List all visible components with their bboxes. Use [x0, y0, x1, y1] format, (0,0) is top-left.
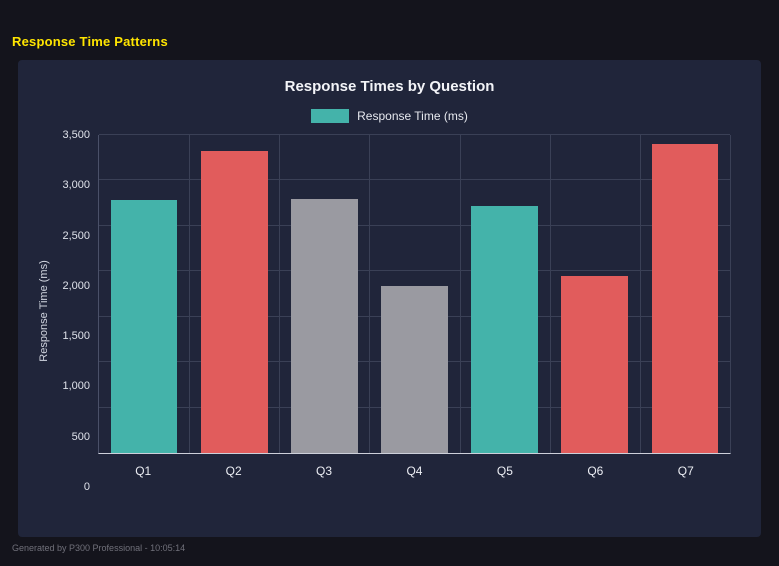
bar-q7[interactable] — [651, 144, 719, 454]
x-tick-label-q3: Q3 — [316, 463, 333, 478]
x-axis-labels: Q1 Q2 Q3 Q4 Q5 Q6 Q7 — [98, 454, 731, 487]
x-tick-label-q7: Q7 — [677, 463, 694, 478]
y-axis-title: Response Time (ms) — [38, 260, 50, 362]
x-tick-label-q6: Q6 — [587, 463, 604, 478]
y-axis-label-column: Response Time (ms) — [34, 135, 54, 487]
y-tick-label: 1,500 — [62, 330, 90, 343]
y-tick-label: 2,500 — [62, 229, 90, 242]
x-tick-label-q5: Q5 — [496, 463, 513, 478]
chart-legend[interactable]: Response Time (ms) — [34, 109, 745, 123]
bar-cell-q5 — [460, 135, 550, 454]
page-title: Response Time Patterns — [12, 34, 168, 49]
bar-q6[interactable] — [561, 275, 629, 454]
y-tick-label: 2,000 — [62, 279, 90, 292]
y-tick-label: 1,000 — [62, 380, 90, 393]
bar-cell-q6 — [550, 135, 640, 454]
y-tick-label: 3,000 — [62, 179, 90, 192]
chart-panel: Response Times by Question Response Time… — [18, 60, 761, 537]
page-footer: Generated by P300 Professional - 10:05:1… — [12, 538, 185, 556]
chart-body: Response Time (ms) 0 500 1,000 1,500 2,000 2,… — [34, 129, 745, 493]
bar-cell-q1 — [99, 135, 189, 454]
plot-area — [98, 134, 731, 455]
page-header: Response Time Patterns — [0, 0, 779, 59]
bars-container — [99, 135, 730, 454]
bar-cell-q4 — [369, 135, 459, 454]
x-tick-label-q2: Q2 — [225, 463, 242, 478]
bar-q4[interactable] — [381, 286, 448, 454]
bar-cell-q7 — [640, 135, 730, 454]
y-tick-label: 500 — [71, 430, 90, 443]
legend-swatch[interactable] — [311, 109, 350, 123]
plot-column: Q1 Q2 Q3 Q4 Q5 Q6 Q7 — [98, 134, 731, 487]
legend-label[interactable]: Response Time (ms) — [357, 109, 468, 123]
bar-q1[interactable] — [110, 199, 178, 454]
footer-text: Generated by P300 Professional - 10:05:1… — [12, 543, 186, 553]
chart-title: Response Times by Question — [284, 78, 495, 95]
y-tick-label: 3,500 — [62, 129, 90, 141]
y-tick-label: 0 — [83, 481, 90, 493]
x-tick-label-q4: Q4 — [406, 463, 423, 478]
bar-q3[interactable] — [291, 198, 358, 454]
x-tick-label-q1: Q1 — [135, 463, 152, 478]
bar-q2[interactable] — [200, 151, 268, 454]
bar-cell-q3 — [279, 135, 369, 454]
bar-cell-q2 — [189, 135, 279, 454]
y-axis-ticks: 0 500 1,000 1,500 2,000 2,500 3,000 3,500 — [54, 129, 98, 493]
bar-q5[interactable] — [471, 205, 538, 454]
